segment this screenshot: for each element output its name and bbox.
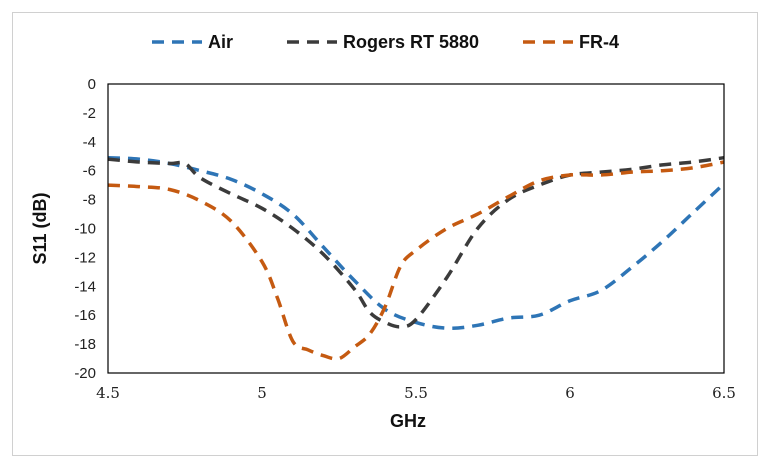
legend: Air Rogers RT 5880 FR-4 [152, 32, 619, 52]
y-tick-label: -16 [74, 307, 96, 324]
series-group [107, 155, 726, 361]
y-tick-label: -10 [74, 221, 96, 238]
y-tick-label: -20 [74, 365, 96, 382]
y-tick-label: -18 [74, 336, 96, 353]
series-line-air [107, 155, 726, 331]
legend-label-rogers-rt-5880: Rogers RT 5880 [343, 32, 479, 52]
legend-label-fr-4: FR-4 [579, 32, 619, 52]
x-axis-label: GHz [390, 411, 426, 431]
y-axis-label: S11 (dB) [30, 192, 50, 264]
y-tick-label: -12 [74, 249, 96, 266]
x-tick-label: 6.5 [712, 384, 736, 402]
x-tick-label: 6 [565, 384, 575, 402]
y-tick-label: -8 [83, 192, 96, 209]
plot-area-border [107, 83, 725, 374]
y-axis-ticks: 0 -2 -4 -6 -8 -10 -12 -14 -16 -18 -20 [74, 76, 96, 382]
series-line-fr-4 [107, 160, 725, 361]
y-tick-label: -4 [83, 134, 96, 151]
y-tick-label: 0 [88, 76, 96, 93]
chart-frame [12, 12, 758, 456]
legend-label-air: Air [208, 32, 233, 52]
x-tick-label: 4.5 [96, 384, 120, 402]
y-tick-label: -14 [74, 278, 96, 295]
x-tick-label: 5 [257, 384, 267, 402]
series-line-rogers-rt-5880 [107, 155, 725, 329]
x-tick-label: 5.5 [404, 384, 428, 402]
y-tick-label: -2 [83, 105, 96, 122]
x-axis-ticks: 4.5 5 5.5 6 6.5 [96, 384, 736, 402]
y-tick-label: -6 [83, 163, 96, 180]
